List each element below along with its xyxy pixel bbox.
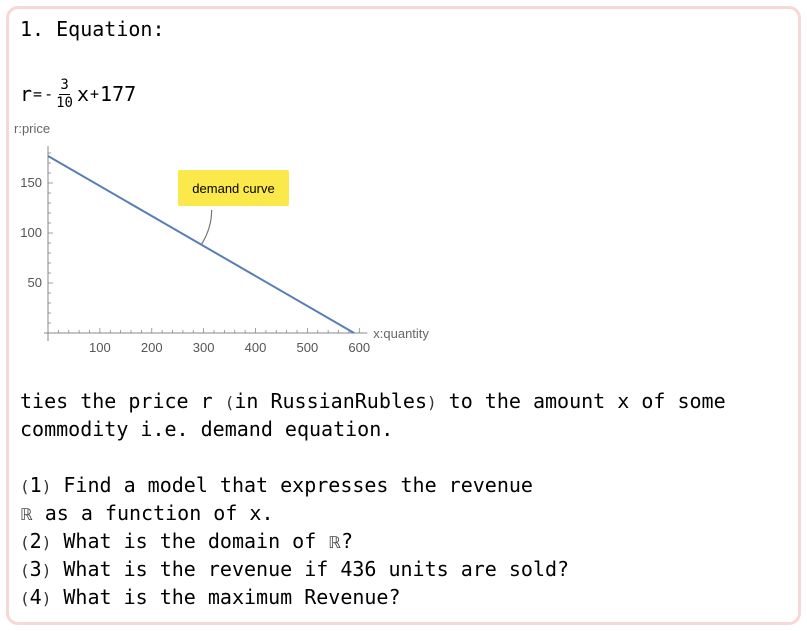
question-1-rparen: ) bbox=[41, 477, 52, 496]
question-1-continued-text: as a function of x. bbox=[32, 501, 274, 525]
x-tick-label: 200 bbox=[141, 340, 163, 355]
callout-box bbox=[178, 170, 289, 206]
question-1-lparen: ( bbox=[20, 477, 30, 496]
description-pre: ties the price r bbox=[20, 389, 225, 413]
x-tick-label: 400 bbox=[245, 340, 267, 355]
question-3: (3) What is the revenue if 436 units are… bbox=[20, 557, 569, 581]
question-3-number: 3 bbox=[29, 557, 42, 581]
question-1-continued: ℝ as a function of x. bbox=[20, 501, 274, 525]
equation-constant: 177 bbox=[100, 82, 137, 106]
fraction-denominator: 10 bbox=[56, 94, 73, 111]
question-4-lparen: ( bbox=[20, 589, 30, 608]
demand-curve-line bbox=[47, 155, 355, 334]
x-axis-label: x:quantity bbox=[373, 326, 429, 341]
notebook-cell bbox=[6, 6, 801, 625]
x-tick-label: 500 bbox=[297, 340, 319, 355]
x-tick-label: 300 bbox=[193, 340, 215, 355]
description-lparen: ( bbox=[224, 393, 235, 412]
equation-variable: x bbox=[76, 82, 90, 106]
description-unit: in RussianRubles bbox=[234, 389, 427, 413]
cell-heading: 1. Equation: bbox=[20, 17, 165, 41]
callout-leader bbox=[201, 209, 213, 245]
question-1-text: Find a model that expresses the revenue bbox=[51, 473, 533, 497]
question-4-rparen: ) bbox=[41, 589, 52, 608]
question-2-end: ? bbox=[340, 529, 353, 553]
description-line-2: commodity i.e. demand equation. bbox=[20, 417, 394, 441]
equation-fraction: 3 10 bbox=[56, 76, 73, 111]
y-axis-label: r:price bbox=[14, 121, 50, 136]
question-1: (1) Find a model that expresses the reve… bbox=[20, 473, 533, 497]
x-tick-label: 100 bbox=[89, 340, 111, 355]
question-2-rparen: ) bbox=[41, 533, 52, 552]
question-3-text: What is the revenue if 436 units are sol… bbox=[51, 557, 570, 581]
y-tick-label: 100 bbox=[20, 225, 42, 240]
equation-lhs: r bbox=[20, 82, 33, 106]
question-4-number: 4 bbox=[29, 585, 42, 609]
y-tick-label: 150 bbox=[20, 175, 42, 190]
callout-label: demand curve bbox=[192, 181, 274, 196]
question-4-text: What is the maximum Revenue? bbox=[51, 585, 401, 609]
revenue-symbol: ℝ bbox=[328, 533, 341, 552]
fraction-numerator: 3 bbox=[59, 76, 70, 95]
demand-equation: r = - 3 10 x + 177 bbox=[20, 74, 136, 114]
description-line-1: ties the price r (in RussianRubles) to t… bbox=[20, 389, 726, 413]
question-2-text: What is the domain of bbox=[51, 529, 329, 553]
y-tick-label: 50 bbox=[28, 275, 42, 290]
question-3-lparen: ( bbox=[20, 561, 30, 580]
description-post: to the amount x of some bbox=[436, 389, 726, 413]
description-rparen: ) bbox=[427, 393, 437, 412]
question-2-number: 2 bbox=[29, 529, 42, 553]
question-4: (4) What is the maximum Revenue? bbox=[20, 585, 401, 609]
x-tick-label: 600 bbox=[348, 340, 370, 355]
demand-chart: 100 200 300 400 500 600 50 100 150 r:price x:quant… bbox=[14, 121, 429, 355]
question-1-number: 1 bbox=[29, 473, 42, 497]
equation-plus: + bbox=[90, 85, 100, 103]
question-3-rparen: ) bbox=[41, 561, 52, 580]
question-2: (2) What is the domain of ℝ? bbox=[20, 529, 353, 553]
equation-equals: = bbox=[33, 85, 43, 103]
equation-minus: - bbox=[44, 85, 54, 103]
question-2-lparen: ( bbox=[20, 533, 30, 552]
revenue-symbol: ℝ bbox=[20, 505, 33, 524]
